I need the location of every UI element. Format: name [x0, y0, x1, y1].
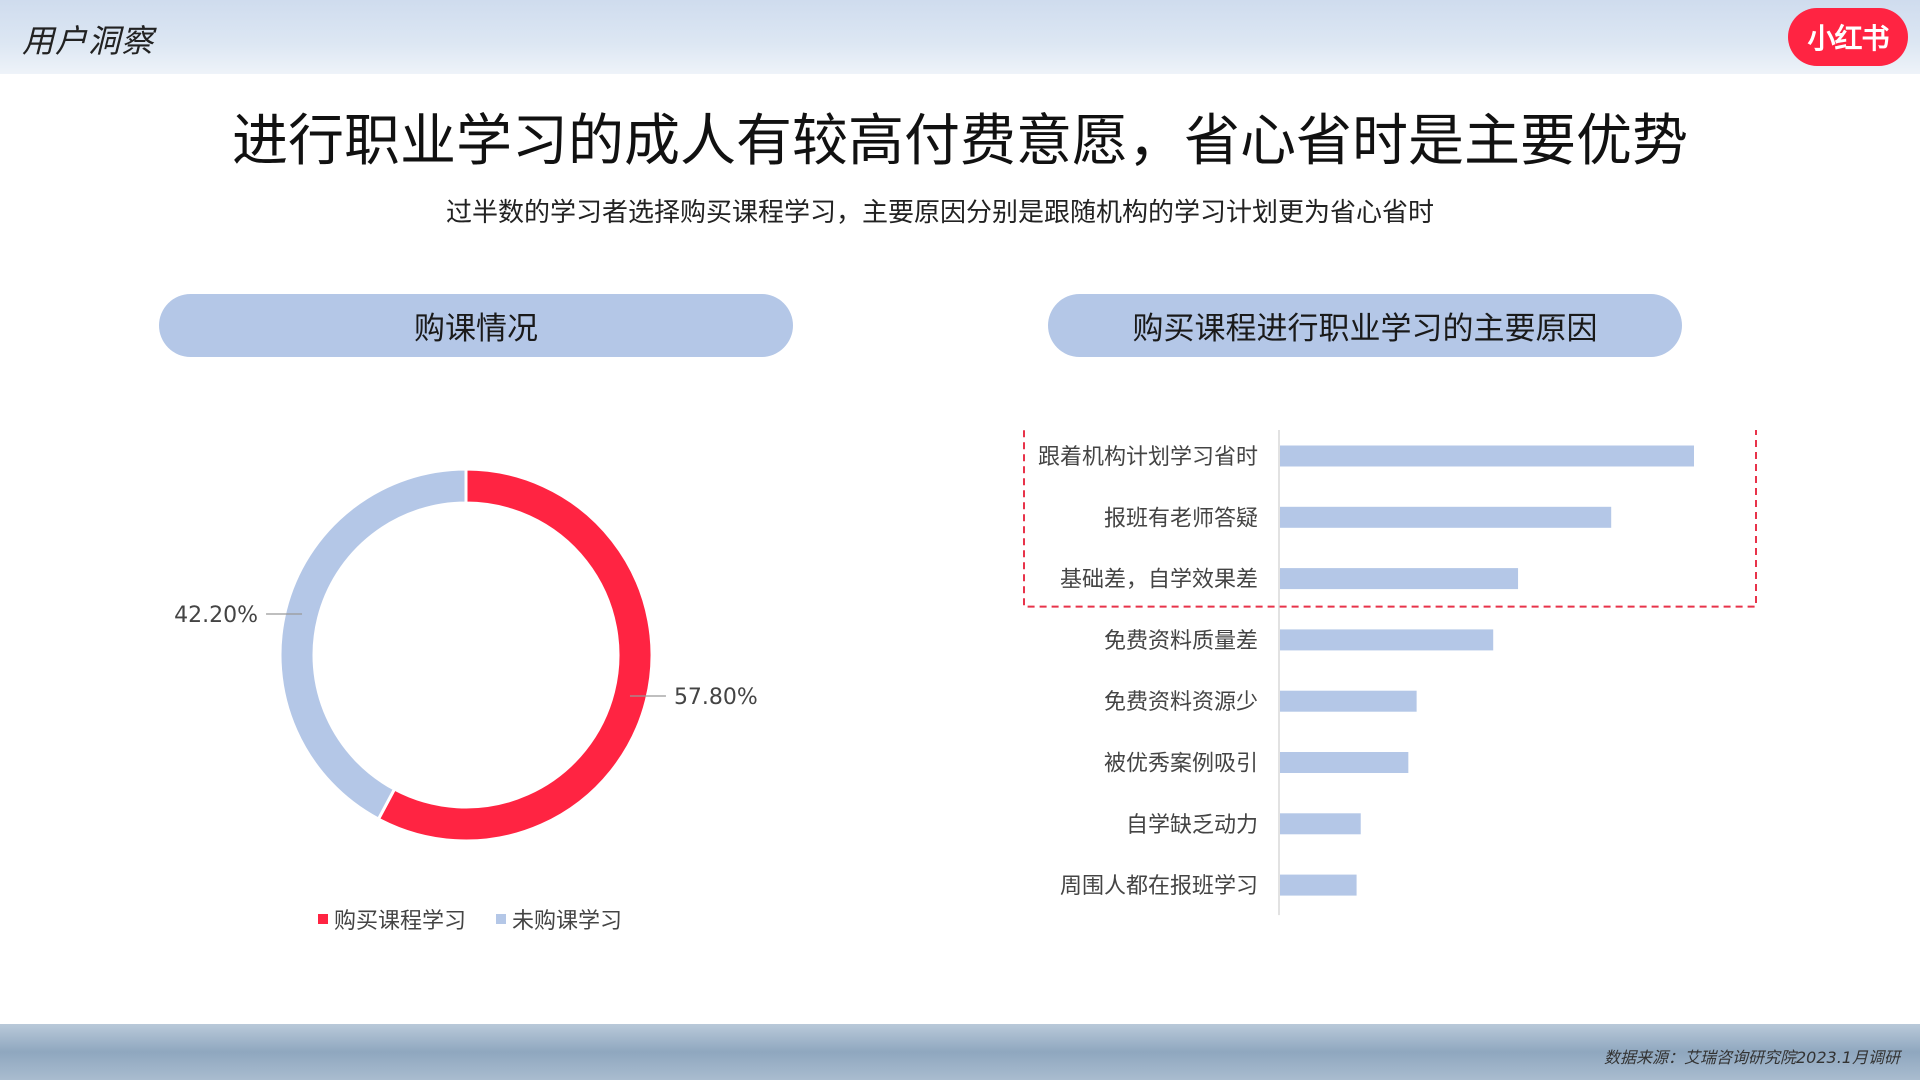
highlight-box: [1023, 430, 1757, 608]
donut-value-label-1: 42.20%: [174, 603, 258, 628]
section-header-purchase: 购课情况: [159, 294, 793, 357]
brand-logo: 小红书: [1788, 8, 1908, 66]
bar-category-label-4: 免费资料资源少: [1104, 690, 1258, 715]
legend-item-purchased: 购买课程学习: [318, 903, 466, 935]
top-banner: [0, 0, 1920, 74]
section-tag: 用户洞察: [22, 22, 155, 60]
bar-2: [1280, 568, 1519, 590]
bar-1: [1280, 506, 1612, 528]
legend-item-not-purchased: 未购课学习: [496, 903, 622, 935]
legend-swatch-not-purchased: [496, 914, 507, 924]
donut-slice-0: [376, 467, 654, 843]
section-header-reasons: 购买课程进行职业学习的主要原因: [1048, 294, 1682, 357]
bar-7: [1280, 874, 1357, 896]
bar-category-label-1: 报班有老师答疑: [1104, 506, 1258, 531]
reasons-bar-chart: 跟着机构计划学习省时报班有老师答疑基础差，自学效果差免费资料质量差免费资料资源少…: [1023, 430, 1757, 916]
data-source-note: 数据来源：艾瑞咨询研究院2023.1月调研: [1604, 1048, 1900, 1067]
donut-value-label-0: 57.80%: [674, 685, 758, 710]
donut-legend: 购买课程学习 未购课学习: [318, 903, 622, 935]
bar-category-label-0: 跟着机构计划学习省时: [1038, 445, 1258, 470]
bottom-banner: [0, 1024, 1920, 1080]
donut-chart: 57.80% 42.20%: [174, 467, 758, 843]
bar-category-label-3: 免费资料质量差: [1104, 629, 1258, 654]
legend-label-not-purchased: 未购课学习: [512, 909, 623, 934]
bar-0: [1280, 445, 1694, 467]
legend-label-purchased: 购买课程学习: [334, 909, 467, 934]
bar-5: [1280, 752, 1409, 773]
page-title: 进行职业学习的成人有较高付费意愿，省心省时是主要优势: [232, 109, 1688, 174]
bar-category-label-5: 被优秀案例吸引: [1104, 752, 1258, 777]
bar-category-label-6: 自学缺乏动力: [1126, 813, 1258, 838]
donut-slice-1: [278, 467, 468, 822]
bar-category-label-7: 周围人都在报班学习: [1060, 874, 1258, 899]
page-subtitle: 过半数的学习者选择购买课程学习，主要原因分别是跟随机构的学习计划更为省心省时: [445, 198, 1434, 228]
legend-swatch-purchased: [318, 914, 328, 924]
bar-6: [1280, 813, 1361, 835]
bar-3: [1280, 629, 1494, 651]
bar-category-label-2: 基础差，自学效果差: [1060, 568, 1258, 593]
bar-4: [1280, 690, 1417, 712]
